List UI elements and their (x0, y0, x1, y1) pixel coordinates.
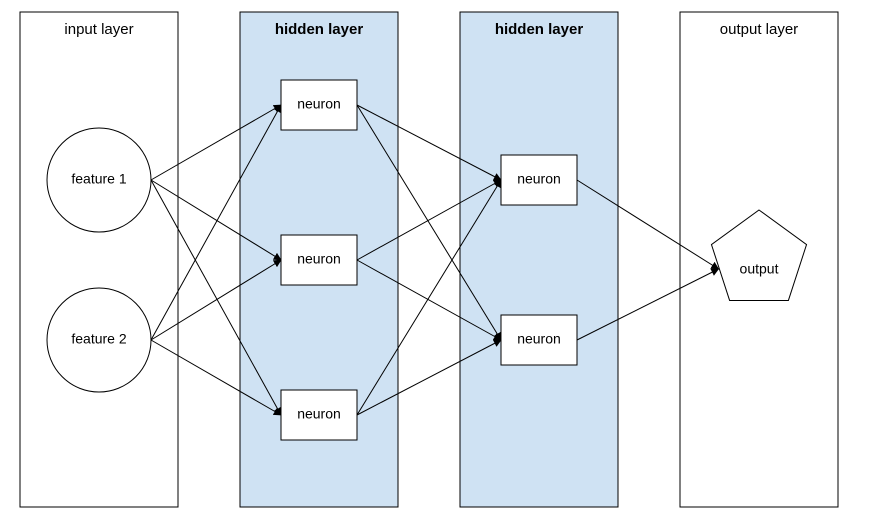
layer-title-hidden1: hidden layer (275, 21, 364, 38)
layer-panel-hidden2 (460, 12, 618, 507)
node-label-h2b: neuron (517, 331, 561, 347)
layer-title-input: input layer (64, 21, 133, 38)
node-label-h2a: neuron (517, 171, 561, 187)
node-label-f1: feature 1 (71, 171, 126, 187)
node-label-h1c: neuron (297, 406, 341, 422)
node-label-f2: feature 2 (71, 331, 126, 347)
layer-panel-input (20, 12, 178, 507)
layer-title-output: output layer (720, 21, 798, 38)
layer-title-hidden2: hidden layer (495, 21, 584, 38)
node-label-h1b: neuron (297, 251, 341, 267)
neural-network-diagram: input layer hidden layer hidden layer outpu… (0, 0, 882, 516)
node-label-h1a: neuron (297, 96, 341, 112)
node-label-out: output (740, 261, 779, 277)
